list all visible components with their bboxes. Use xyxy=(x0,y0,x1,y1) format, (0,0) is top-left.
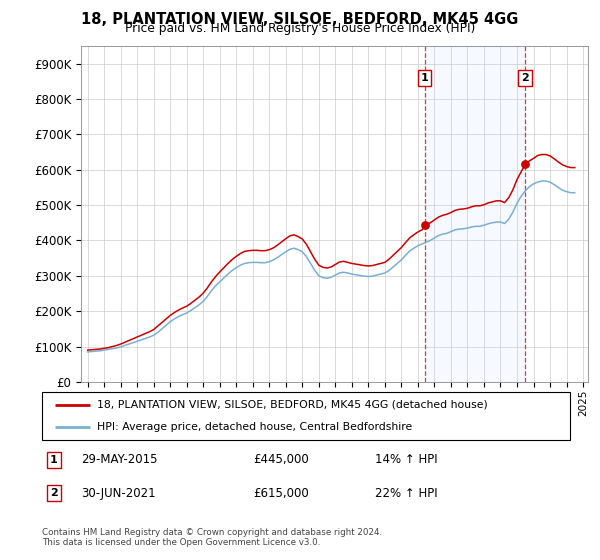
Text: 29-MAY-2015: 29-MAY-2015 xyxy=(82,454,158,466)
Text: 2: 2 xyxy=(521,73,529,83)
Text: Contains HM Land Registry data © Crown copyright and database right 2024.
This d: Contains HM Land Registry data © Crown c… xyxy=(42,528,382,547)
Text: £615,000: £615,000 xyxy=(253,487,309,500)
Point xyxy=(420,220,430,229)
Text: 1: 1 xyxy=(421,73,428,83)
Bar xyxy=(425,46,525,382)
Text: 2: 2 xyxy=(50,488,58,498)
Text: 1: 1 xyxy=(50,455,58,465)
Text: 18, PLANTATION VIEW, SILSOE, BEDFORD, MK45 4GG (detached house): 18, PLANTATION VIEW, SILSOE, BEDFORD, MK… xyxy=(97,400,488,410)
Text: 22% ↑ HPI: 22% ↑ HPI xyxy=(374,487,437,500)
Text: HPI: Average price, detached house, Central Bedfordshire: HPI: Average price, detached house, Cent… xyxy=(97,422,413,432)
Text: 30-JUN-2021: 30-JUN-2021 xyxy=(82,487,156,500)
Point xyxy=(520,160,530,169)
Text: 14% ↑ HPI: 14% ↑ HPI xyxy=(374,454,437,466)
Text: Price paid vs. HM Land Registry's House Price Index (HPI): Price paid vs. HM Land Registry's House … xyxy=(125,22,475,35)
Text: 18, PLANTATION VIEW, SILSOE, BEDFORD, MK45 4GG: 18, PLANTATION VIEW, SILSOE, BEDFORD, MK… xyxy=(82,12,518,27)
FancyBboxPatch shape xyxy=(42,392,570,440)
Text: £445,000: £445,000 xyxy=(253,454,309,466)
